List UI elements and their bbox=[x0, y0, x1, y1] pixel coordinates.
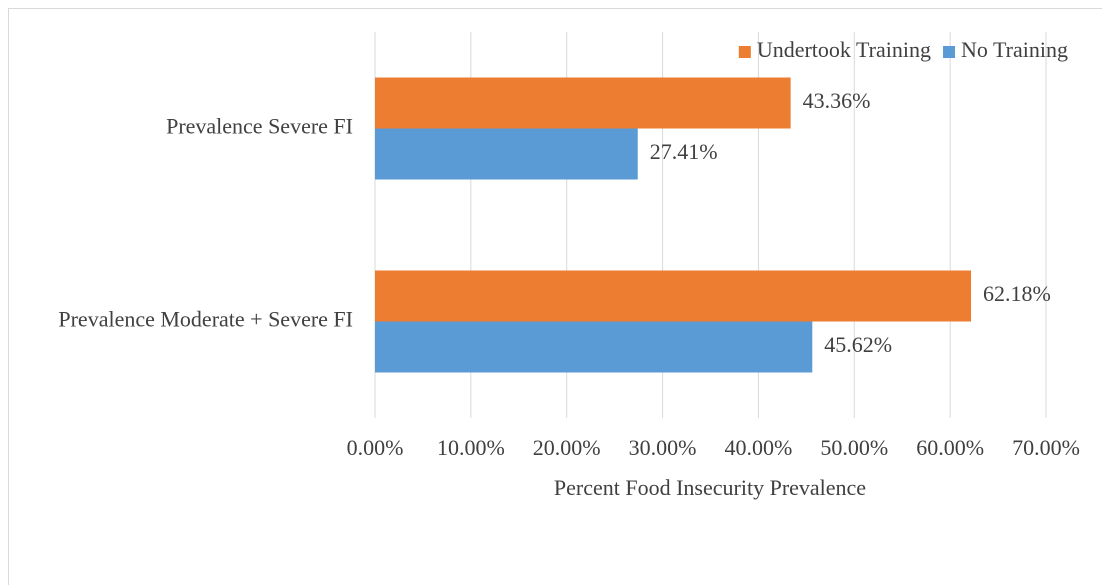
x-tick-label: 70.00% bbox=[1012, 435, 1080, 460]
legend-label: Undertook Training bbox=[757, 37, 931, 62]
data-label: 43.36% bbox=[803, 88, 871, 113]
x-tick-label: 50.00% bbox=[820, 435, 888, 460]
bar bbox=[375, 128, 638, 180]
y-tick-label: Prevalence Severe FI bbox=[166, 114, 353, 139]
legend-swatch bbox=[943, 46, 956, 58]
chart-frame bbox=[8, 8, 1102, 585]
y-tick-label: Prevalence Moderate + Severe FI bbox=[58, 307, 353, 332]
x-tick-label: 30.00% bbox=[629, 435, 697, 460]
data-label: 45.62% bbox=[824, 332, 892, 357]
bar bbox=[375, 270, 972, 322]
x-tick-label: 20.00% bbox=[533, 435, 601, 460]
x-axis-title: Percent Food Insecurity Prevalence bbox=[554, 475, 866, 500]
bar bbox=[375, 321, 813, 373]
data-label: 62.18% bbox=[983, 281, 1051, 306]
legend-swatch bbox=[738, 46, 751, 58]
data-label: 27.41% bbox=[650, 139, 718, 164]
bar bbox=[375, 77, 791, 129]
x-tick-label: 0.00% bbox=[347, 435, 404, 460]
x-tick-label: 10.00% bbox=[437, 435, 505, 460]
x-tick-label: 40.00% bbox=[725, 435, 793, 460]
x-tick-label: 60.00% bbox=[916, 435, 984, 460]
legend-label: No Training bbox=[961, 37, 1068, 62]
